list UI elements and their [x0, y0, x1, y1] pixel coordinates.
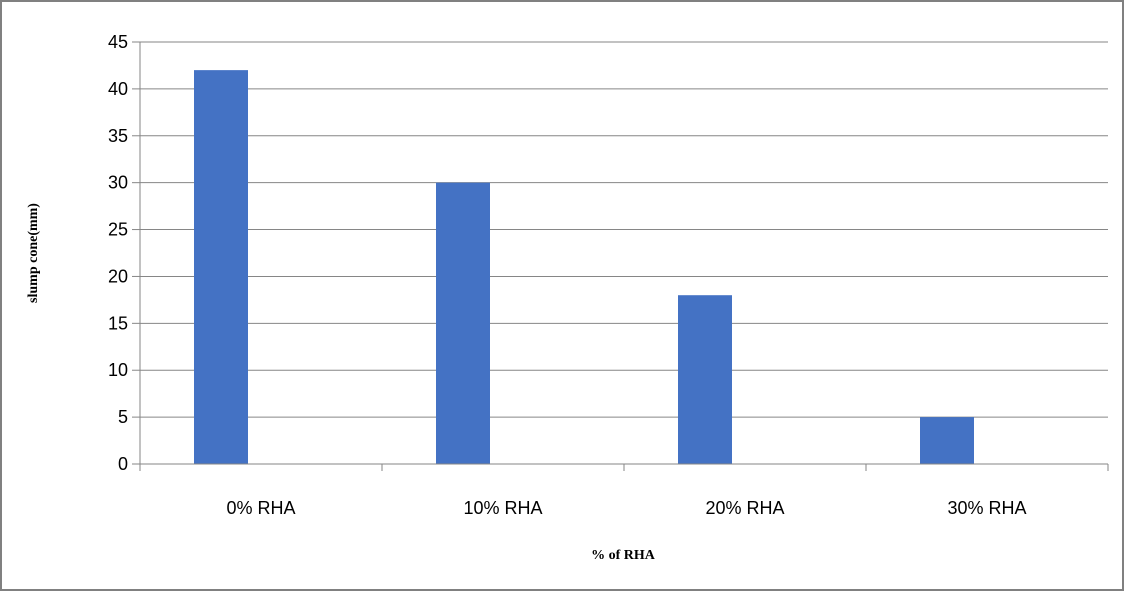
tick-labels: 0 5 10 15 20 25 30 35 40 45 0% RHA 10% RHA 20% RHA 30…	[108, 32, 1027, 518]
x-tick-label: 0% RHA	[226, 498, 295, 518]
y-tick-label: 25	[108, 220, 128, 240]
bar-series	[194, 70, 974, 464]
bar	[436, 182, 490, 464]
bar	[920, 417, 974, 464]
y-tick-label: 5	[118, 407, 128, 427]
bar	[678, 295, 732, 464]
y-tick-label: 15	[108, 313, 128, 333]
y-tick-label: 0	[118, 454, 128, 474]
x-axis-title: % of RHA	[591, 548, 656, 563]
y-tick-label: 20	[108, 266, 128, 286]
y-tick-label: 10	[108, 360, 128, 380]
axes	[132, 41, 1109, 471]
x-tick-label: 10% RHA	[463, 498, 542, 518]
x-tick-label: 30% RHA	[947, 498, 1026, 518]
x-tick-label: 20% RHA	[705, 498, 784, 518]
y-axis-title: slump cone(mm)	[26, 203, 41, 303]
y-tick-label: 40	[108, 79, 128, 99]
y-tick-label: 35	[108, 126, 128, 146]
y-tick-label: 45	[108, 32, 128, 52]
bar	[194, 70, 248, 464]
y-tick-label: 30	[108, 173, 128, 193]
